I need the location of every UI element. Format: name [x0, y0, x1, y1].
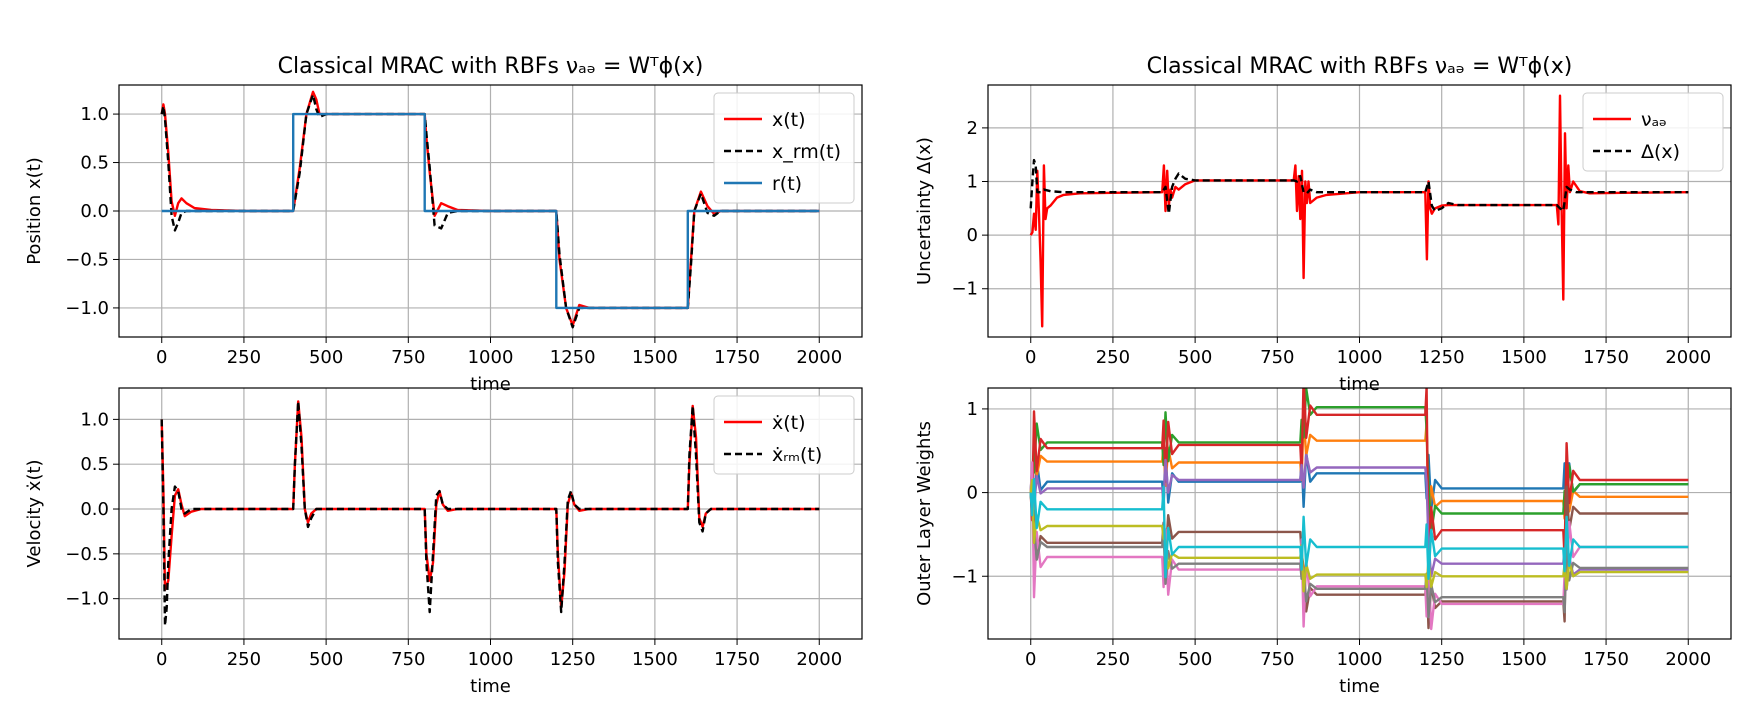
x-tick-label: 0 — [1025, 649, 1036, 670]
y-axis-label: Uncertainty Δ(x) — [914, 137, 935, 285]
series-group — [1029, 94, 1689, 328]
x-tick-label: 2000 — [1665, 649, 1711, 670]
y-tick-label: 0.5 — [80, 153, 109, 174]
x-tick-label: 1000 — [1337, 649, 1383, 670]
x-tick-label: 1250 — [550, 649, 596, 670]
chart-panel-1: 0 250 500 750 1000 1250 1500 1750 2000 −1.0 −0.5 0.… — [24, 54, 863, 395]
series-group — [1029, 388, 1689, 631]
y-tick-label: −0.5 — [65, 544, 109, 565]
x-tick-label: 500 — [309, 347, 343, 368]
legend-label: ẋᵣₘ(t) — [772, 444, 822, 466]
legend: νₐₔ Δ(x) — [1582, 92, 1724, 172]
y-tick-label: 1.0 — [80, 104, 109, 125]
x-tick-label: 0 — [156, 649, 167, 670]
legend-label: x_rm(t) — [772, 141, 841, 163]
y-tick-label: 1.0 — [80, 409, 109, 430]
x-tick-label: 1500 — [1501, 347, 1547, 368]
x-tick-label: 750 — [1260, 347, 1294, 368]
x-tick-label: 500 — [1178, 347, 1212, 368]
x-tick-label: 1250 — [550, 347, 596, 368]
chart-panel-4: 0 250 500 750 1000 1250 1500 1750 2000 −1 0 1 time Ou… — [914, 387, 1732, 697]
chart-panel-3: 0 250 500 750 1000 1250 1500 1750 2000 −1.0 −0.5 0.… — [24, 387, 863, 697]
x-tick-label: 1000 — [1337, 347, 1383, 368]
series-line-2 — [160, 93, 820, 329]
x-tick-label: 1750 — [1583, 649, 1629, 670]
series-group — [160, 90, 820, 329]
y-axis-label: Velocity ẋ(t) — [24, 459, 45, 567]
x-tick-label: 750 — [1260, 649, 1294, 670]
legend-box — [713, 92, 855, 204]
series-line-8 — [1029, 492, 1689, 619]
axes-frame — [987, 387, 1732, 640]
x-tick-label: 2000 — [796, 347, 842, 368]
axes-frame — [987, 84, 1732, 338]
y-tick-label: 0.0 — [80, 499, 109, 520]
series-line-2 — [160, 400, 820, 627]
x-axis-label: time — [1339, 676, 1380, 697]
y-tick-label: 0 — [967, 483, 978, 504]
x-tick-label: 0 — [1025, 347, 1036, 368]
x-tick-label: 1250 — [1419, 347, 1465, 368]
y-tick-label: −0.5 — [65, 249, 109, 270]
y-tick-label: 0 — [967, 225, 978, 246]
x-tick-label: 1750 — [714, 649, 760, 670]
y-axis-label: Outer Layer Weights — [914, 421, 935, 606]
x-tick-label: 250 — [1096, 649, 1130, 670]
y-tick-label: −1.0 — [65, 589, 109, 610]
legend-label: r(t) — [772, 173, 802, 195]
axes-frame — [118, 387, 863, 640]
x-tick-label: 1500 — [632, 649, 678, 670]
x-tick-label: 1000 — [468, 347, 514, 368]
y-tick-label: 0.5 — [80, 454, 109, 475]
y-tick-label: 1 — [967, 399, 978, 420]
y-tick-label: −1 — [951, 279, 978, 300]
chart-title: Classical MRAC with RBFs νₐₔ = Wᵀϕ(x) — [278, 54, 704, 79]
chart-title: Classical MRAC with RBFs νₐₔ = Wᵀϕ(x) — [1147, 54, 1573, 79]
x-tick-label: 250 — [227, 649, 261, 670]
y-axis-label: Position x(t) — [24, 157, 45, 265]
legend-label: Δ(x) — [1641, 141, 1680, 163]
series-line-3 — [161, 112, 820, 310]
x-tick-label: 1750 — [1583, 347, 1629, 368]
x-tick-label: 1500 — [1501, 649, 1547, 670]
x-tick-label: 750 — [391, 649, 425, 670]
series-line-10 — [1029, 478, 1689, 580]
y-tick-label: 0.0 — [80, 201, 109, 222]
series-line-1 — [1029, 94, 1689, 328]
legend-label: ẋ(t) — [772, 412, 806, 434]
x-tick-label: 1000 — [468, 649, 514, 670]
x-tick-label: 0 — [156, 347, 167, 368]
chart-panel-2: 0 250 500 750 1000 1250 1500 1750 2000 −1 0 1 2 Class… — [914, 54, 1732, 395]
axes-frame — [118, 84, 863, 338]
x-tick-label: 500 — [1178, 649, 1212, 670]
y-tick-label: 1 — [967, 172, 978, 193]
legend: ẋ(t) ẋᵣₘ(t) — [713, 395, 855, 475]
x-axis-label: time — [1339, 374, 1380, 395]
series-line-6 — [1029, 485, 1689, 630]
y-tick-label: −1.0 — [65, 298, 109, 319]
x-tick-label: 2000 — [1665, 347, 1711, 368]
x-tick-label: 1750 — [714, 347, 760, 368]
x-tick-label: 250 — [227, 347, 261, 368]
series-group — [160, 400, 820, 627]
x-tick-label: 250 — [1096, 347, 1130, 368]
series-line-2 — [1029, 158, 1689, 215]
x-tick-label: 750 — [391, 347, 425, 368]
legend-label: x(t) — [772, 109, 806, 131]
x-axis-label: time — [470, 676, 511, 697]
x-tick-label: 1250 — [1419, 649, 1465, 670]
legend: x(t) x_rm(t) r(t) — [713, 92, 855, 204]
y-tick-label: 2 — [967, 118, 978, 139]
x-axis-label: time — [470, 374, 511, 395]
y-tick-label: −1 — [951, 566, 978, 587]
x-tick-label: 1500 — [632, 347, 678, 368]
legend-label: νₐₔ — [1641, 109, 1667, 131]
x-tick-label: 2000 — [796, 649, 842, 670]
x-tick-label: 500 — [309, 649, 343, 670]
